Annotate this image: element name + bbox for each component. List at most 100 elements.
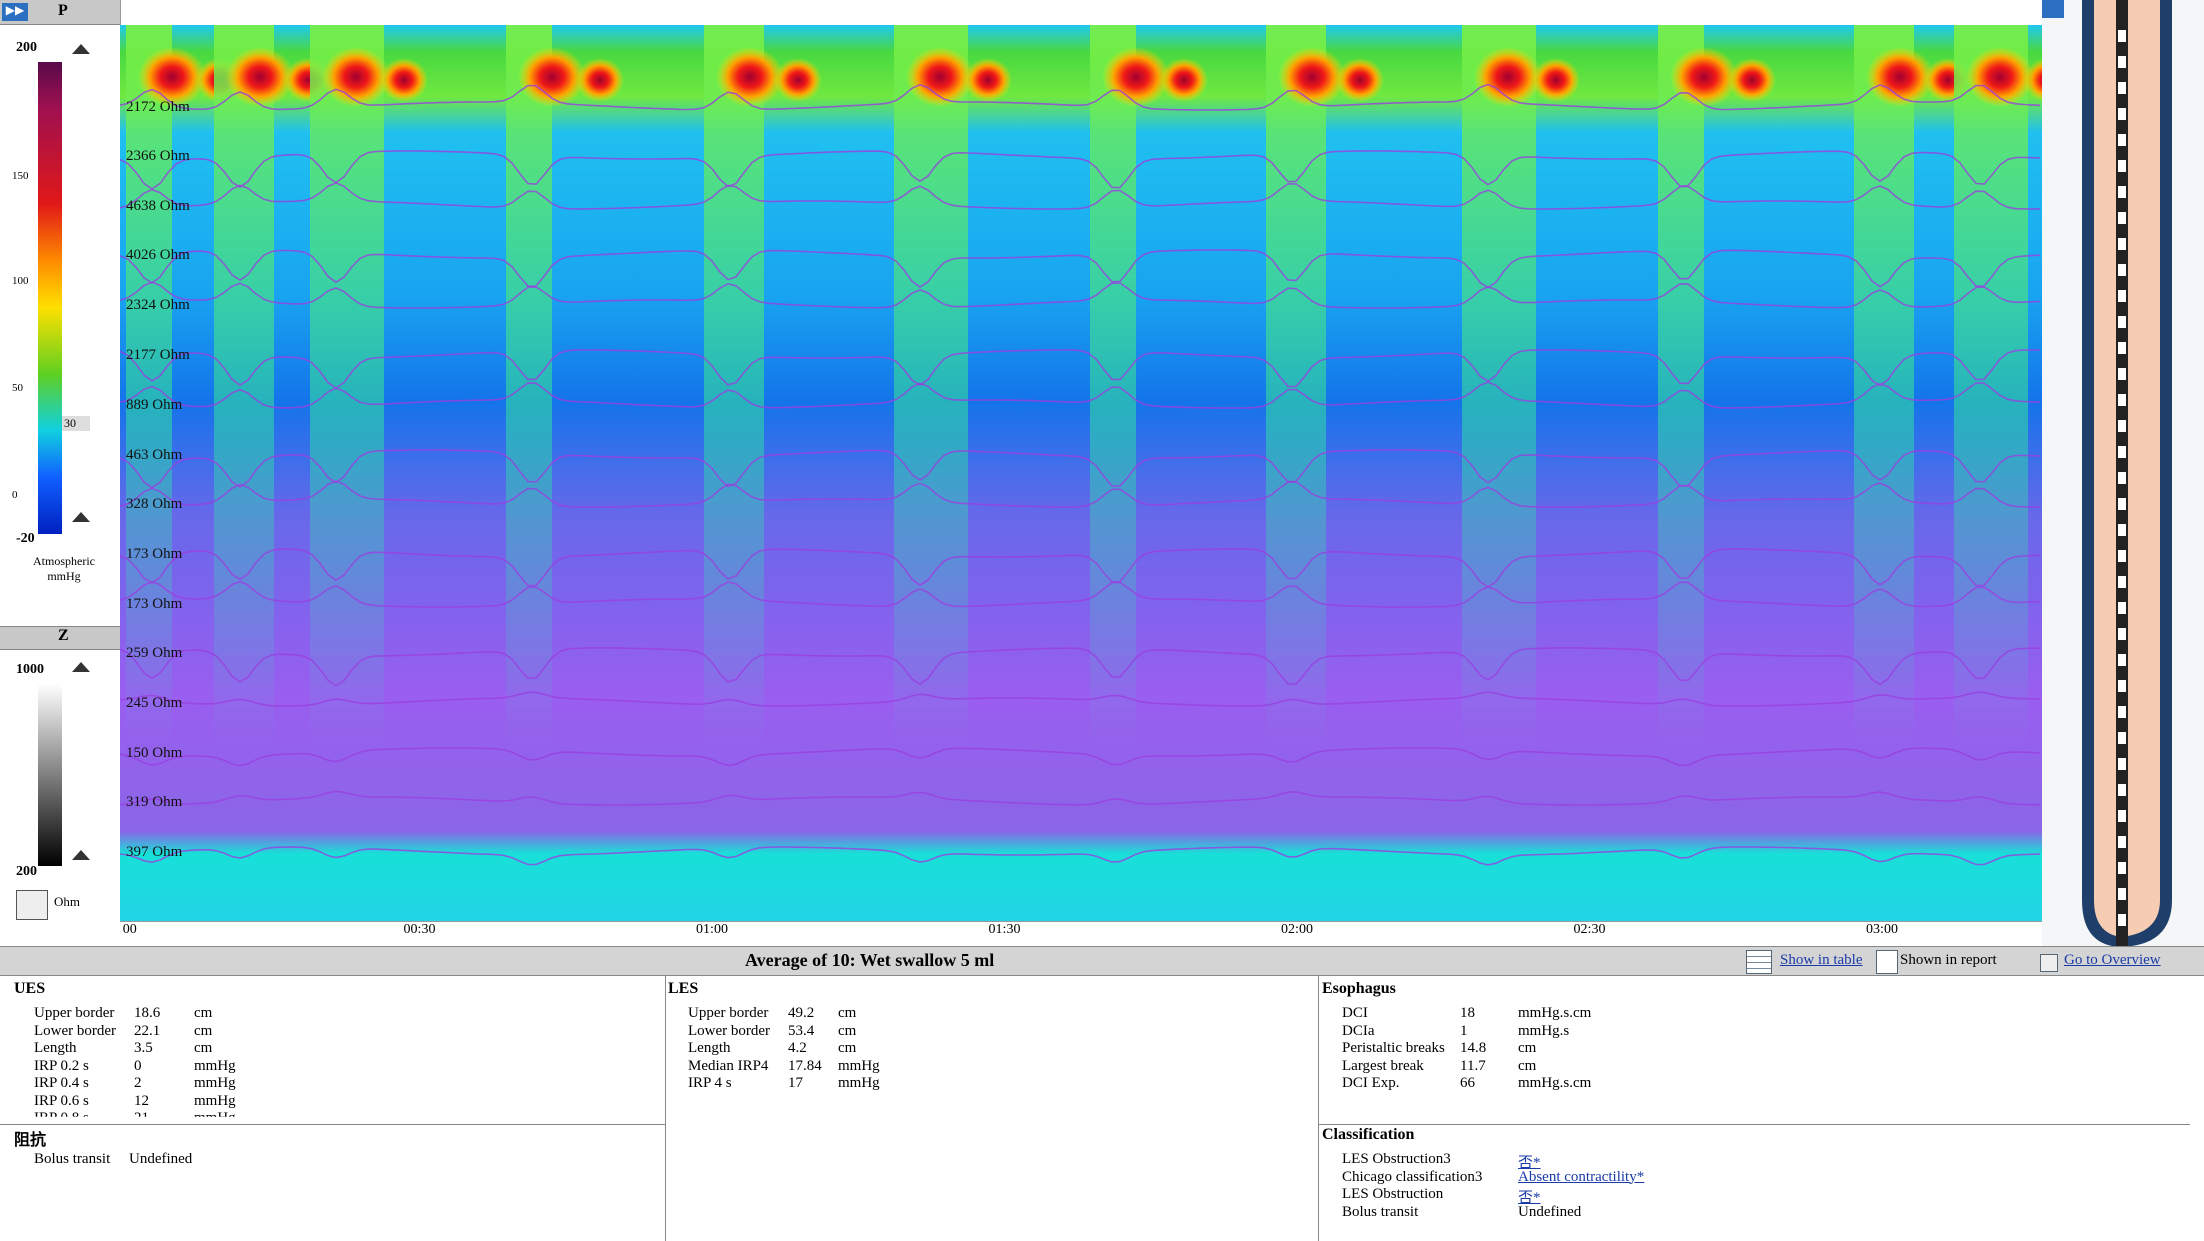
- panel-cell: Upper border: [34, 1005, 114, 1022]
- ohm-icon[interactable]: [16, 890, 48, 920]
- sensor: [2118, 602, 2126, 614]
- channel-label: 2366 Ohm: [126, 148, 190, 164]
- panel-cell: cm: [838, 1040, 856, 1057]
- sensor: [2118, 472, 2126, 484]
- sensor: [2118, 394, 2126, 406]
- sensor: [2118, 862, 2126, 874]
- panel-cell: cm: [838, 1023, 856, 1040]
- pressure-peak: [906, 47, 974, 107]
- pressure-peak: [1670, 47, 1738, 107]
- sensor: [2118, 368, 2126, 380]
- panel-title: Esophagus: [1322, 980, 1396, 998]
- time-tick-label: 01:00: [696, 922, 728, 938]
- go-to-overview[interactable]: Go to Overview: [2064, 952, 2161, 969]
- swallow-band: [310, 25, 384, 825]
- panel-cell: mmHg.s.cm: [1518, 1005, 1591, 1022]
- panel-cell: 2: [134, 1075, 142, 1092]
- pressure-peak: [226, 47, 294, 107]
- panel-cell: 0: [134, 1058, 142, 1075]
- channel-label: 150 Ohm: [126, 745, 183, 761]
- panel-title: 阻抗: [14, 1126, 46, 1150]
- sensor: [2118, 628, 2126, 640]
- panel-cell: IRP 0.4 s: [34, 1075, 89, 1092]
- sensor: [2118, 238, 2126, 250]
- panel-cell: DCI: [1342, 1005, 1368, 1022]
- pressure-peak: [1102, 47, 1170, 107]
- swallow-band: [894, 25, 968, 825]
- impedance-tick: 200: [16, 864, 37, 880]
- sensor: [2118, 836, 2126, 848]
- spin-button: [72, 44, 90, 54]
- panel-cell: mmHg: [194, 1093, 236, 1110]
- panel-cell: Undefined: [129, 1151, 192, 1168]
- sensor: [2118, 420, 2126, 432]
- pressure-tick: 100: [12, 275, 29, 287]
- time-tick-label: 03:00: [1866, 922, 1898, 938]
- sensor: [2118, 706, 2126, 718]
- panel-title: Classification: [1322, 1126, 1414, 1144]
- collapse-button[interactable]: ▶▶: [2, 3, 28, 21]
- panel-cell: 66: [1460, 1075, 1475, 1092]
- channel-label: 889 Ohm: [126, 397, 183, 413]
- panel-cell: cm: [194, 1040, 212, 1057]
- sensor: [2118, 810, 2126, 822]
- sensor: [2118, 654, 2126, 666]
- time-tick-label: 02:30: [1574, 922, 1606, 938]
- spin-button: [72, 512, 90, 522]
- panel-cell: DCI Exp.: [1342, 1075, 1400, 1092]
- swallow-band: [1090, 25, 1136, 825]
- sensor: [2118, 186, 2126, 198]
- summary-bar: [0, 946, 2204, 976]
- channel-label: 245 Ohm: [126, 695, 183, 711]
- panel-cell: mmHg.s.cm: [1518, 1075, 1591, 1092]
- panel-cell: mmHg.s: [1518, 1023, 1569, 1040]
- panel-cell: cm: [194, 1005, 212, 1022]
- panel-cell: 4.2: [788, 1040, 807, 1057]
- ohm-unit: Ohm: [54, 894, 80, 910]
- pressure-tick: -20: [16, 531, 35, 547]
- sensor: [2118, 888, 2126, 900]
- channel-label: 2177 Ohm: [126, 347, 190, 363]
- time-tick-label: 02:00: [1281, 922, 1313, 938]
- panel-cell: 18: [1460, 1005, 1475, 1022]
- pressure-peak: [1278, 47, 1346, 107]
- panel-cell: IRP 4 s: [688, 1075, 732, 1092]
- time-tick-label: 00:30: [404, 922, 436, 938]
- panel-cell: 11.7: [1460, 1058, 1486, 1075]
- panel-cell: 17.84: [788, 1058, 822, 1075]
- report-icon: [1876, 950, 1898, 974]
- panel-cell: mmHg: [194, 1058, 236, 1075]
- time-tick-label: 01:30: [989, 922, 1021, 938]
- panel-cell: Length: [688, 1040, 731, 1057]
- spin-button: [72, 662, 90, 672]
- pressure-peak: [380, 58, 428, 102]
- sensor: [2118, 264, 2126, 276]
- pressure-peak: [774, 58, 822, 102]
- show-in-table[interactable]: Show in table: [1780, 952, 1863, 969]
- panel-cell: 3.5: [134, 1040, 153, 1057]
- channel-label: 2172 Ohm: [126, 99, 190, 115]
- channel-label: 173 Ohm: [126, 596, 183, 612]
- panel-cell: 17: [788, 1075, 803, 1092]
- screen: ▶▶ P Z Ohm 2172 Ohm2366 Ohm4638 Ohm4026 …: [0, 0, 2204, 1241]
- pressure-peak: [1866, 47, 1934, 107]
- panel-cell: Undefined: [1518, 1204, 1581, 1221]
- spin-button: [72, 850, 90, 860]
- panel-cell: Peristaltic breaks: [1342, 1040, 1445, 1057]
- panel-divider: [1318, 975, 1319, 1241]
- sensor: [2118, 524, 2126, 536]
- panel-cell: Lower border: [688, 1023, 770, 1040]
- channel-label: 173 Ohm: [126, 546, 183, 562]
- pressure-colorbar: [38, 62, 62, 534]
- sensor: [2118, 784, 2126, 796]
- panel-cell: 49.2: [788, 1005, 814, 1022]
- swallow-band: [1462, 25, 1536, 825]
- shown-in-report[interactable]: Shown in report: [1900, 952, 1997, 969]
- sensor: [2118, 316, 2126, 328]
- sensor: [2118, 914, 2126, 926]
- pressure-peak: [964, 58, 1012, 102]
- pressure-tick: 0: [12, 489, 18, 501]
- channel-label: 397 Ohm: [126, 844, 183, 860]
- channel-label: 4026 Ohm: [126, 247, 190, 263]
- catheter-illustration: [2042, 0, 2204, 946]
